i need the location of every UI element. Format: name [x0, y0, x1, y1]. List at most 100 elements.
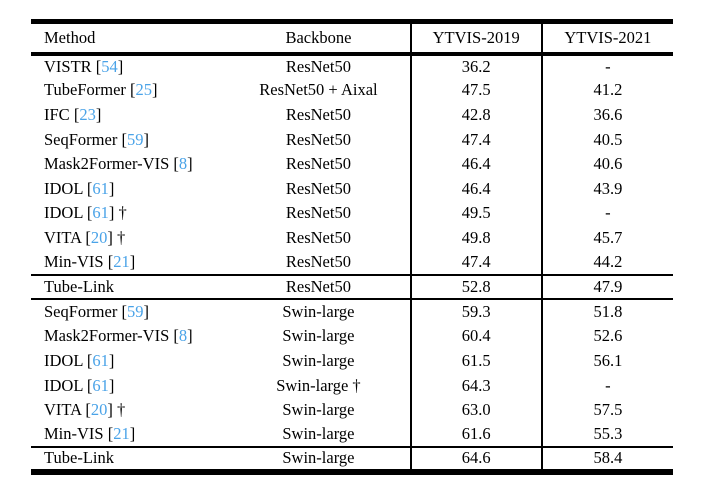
table-body: VISTR [54] ResNet50 36.2- TubeFormer [25] Re…	[31, 53, 673, 472]
score-ytvis-2019: 61.5	[409, 348, 542, 374]
citation-link[interactable]: 59	[126, 302, 144, 322]
citation-link[interactable]: 25	[135, 80, 153, 100]
citation-link[interactable]: 61	[92, 375, 109, 395]
citation-link[interactable]: 20	[90, 400, 108, 420]
table-row: VITA [20] † ResNet50 49.8 45.7	[31, 225, 673, 251]
method-cell: Min-VIS [21]	[44, 424, 136, 444]
table-header: Method Backbone YTVIS-2019 YTVIS-2021	[31, 21, 673, 56]
table-row: Tube-Link ResNet50 52.8 47.9	[31, 273, 673, 300]
header-row: Method Backbone YTVIS-2019 YTVIS-2021	[31, 21, 673, 56]
backbone-cell: Swin-large	[282, 424, 355, 444]
method-cell: Tube-Link	[31, 273, 228, 300]
citation-link[interactable]: 21	[113, 424, 130, 444]
backbone-cell: ResNet50	[285, 154, 351, 174]
backbone-cell: Swin-large	[282, 400, 355, 420]
method-cell: Mask2Former-VIS [8]	[44, 154, 193, 174]
citation-link[interactable]: 59	[126, 129, 144, 149]
table-row: Tube-Link Swin-large 64.6 58.4	[31, 446, 673, 472]
backbone-cell: Swin-large	[282, 326, 355, 346]
backbone-cell: ResNet50	[227, 273, 411, 300]
citation-link[interactable]: 54	[101, 56, 118, 76]
header-method: Method	[31, 21, 228, 56]
backbone-cell: Swin-large	[282, 350, 355, 370]
score-ytvis-2021: 41.2	[540, 78, 673, 103]
score-ytvis-2021: 51.8	[540, 298, 673, 325]
table-row: Min-VIS [21] Swin-large 61.6 55.3	[31, 422, 673, 447]
method-cell: SeqFormer [59]	[31, 298, 228, 325]
table-row: Min-VIS [21] ResNet50 47.4 44.2	[31, 250, 673, 275]
score-ytvis-2019: 63.0	[409, 397, 542, 423]
score-ytvis-2019: 46.4	[409, 176, 542, 202]
citation-link[interactable]: 61	[92, 203, 109, 223]
score-ytvis-2021: -	[540, 373, 673, 398]
citation-link[interactable]: 21	[113, 252, 130, 272]
method-cell: IDOL [61]	[44, 178, 115, 198]
backbone-cell: ResNet50	[285, 104, 351, 124]
method-cell: SeqFormer [59]	[44, 129, 149, 149]
score-ytvis-2021: 58.4	[540, 446, 673, 472]
table-row: VISTR [54] ResNet50 36.2-	[31, 53, 673, 79]
score-ytvis-2019: 47.5	[409, 78, 542, 103]
backbone-cell: ResNet50 + Aixal	[259, 80, 378, 100]
backbone-cell: Swin-large	[227, 446, 411, 472]
method-cell: IFC [23]	[44, 104, 102, 124]
score-ytvis-2019: 47.4	[409, 250, 542, 275]
score-ytvis-2019: 60.4	[409, 324, 542, 349]
score-ytvis-2019: 49.8	[409, 225, 542, 251]
score-ytvis-2021: 57.5	[540, 397, 673, 423]
backbone-cell: ResNet50	[285, 178, 351, 198]
backbone-cell: Swin-large †	[276, 375, 361, 395]
table-row: SeqFormer [59] ResNet50 47.4 40.5	[31, 127, 673, 152]
score-ytvis-2019: 52.8	[409, 273, 542, 300]
score-ytvis-2021: 56.1	[540, 348, 673, 374]
backbone-cell: ResNet50	[285, 227, 351, 247]
method-cell: VISTR [54]	[44, 56, 124, 76]
table-row: IDOL [61] ResNet50 46.4 43.9	[31, 176, 673, 202]
score-ytvis-2019: 36.2	[409, 53, 542, 79]
method-cell: Tube-Link	[31, 446, 228, 472]
score-ytvis-2019: 46.4	[409, 151, 542, 177]
table-row: SeqFormer [59] Swin-large 59.3 51.8	[31, 298, 673, 325]
score-ytvis-2021: 44.2	[540, 250, 673, 275]
header-ytvis-2019: YTVIS-2019	[409, 21, 542, 56]
citation-link[interactable]: 20	[90, 227, 108, 247]
method-cell: IDOL [61] †	[44, 203, 127, 223]
score-ytvis-2021: 45.7	[540, 225, 673, 251]
score-ytvis-2019: 47.4	[409, 127, 542, 152]
score-ytvis-2021: 40.5	[540, 127, 673, 152]
method-cell: IDOL [61]	[44, 375, 115, 395]
method-cell: Min-VIS [21]	[44, 252, 136, 272]
score-ytvis-2021: 40.6	[540, 151, 673, 177]
table-row: IDOL [61] † ResNet50 49.5-	[31, 201, 673, 226]
backbone-cell: ResNet50	[285, 56, 351, 76]
backbone-cell: ResNet50	[285, 252, 351, 272]
score-ytvis-2019: 59.3	[409, 298, 542, 325]
header-backbone: Backbone	[227, 21, 411, 56]
method-cell: VITA [20] †	[44, 227, 126, 247]
score-ytvis-2019: 42.8	[409, 102, 542, 128]
score-ytvis-2019: 64.3	[409, 373, 542, 398]
score-ytvis-2019: 49.5	[409, 201, 542, 226]
citation-link[interactable]: 23	[79, 104, 96, 124]
backbone-cell: ResNet50	[285, 203, 351, 223]
table-row: IFC [23] ResNet50 42.8 36.6	[31, 102, 673, 128]
score-ytvis-2019: 61.6	[409, 422, 542, 447]
score-ytvis-2021: 47.9	[540, 273, 673, 300]
score-ytvis-2021: 36.6	[540, 102, 673, 128]
score-ytvis-2021: 55.3	[540, 422, 673, 447]
header-ytvis-2021: YTVIS-2021	[540, 21, 673, 56]
score-ytvis-2019: 64.6	[409, 446, 542, 472]
table-row: IDOL [61] Swin-large 61.5 56.1	[31, 348, 673, 374]
score-ytvis-2021: 43.9	[540, 176, 673, 202]
citation-link[interactable]: 61	[92, 178, 109, 198]
backbone-cell: ResNet50	[285, 129, 351, 149]
table-row: TubeFormer [25] ResNet50 + Aixal 47.5 41.2	[31, 78, 673, 103]
table-row: VITA [20] † Swin-large 63.0 57.5	[31, 397, 673, 423]
method-cell: Mask2Former-VIS [8]	[44, 326, 193, 346]
method-cell: IDOL [61]	[44, 350, 115, 370]
citation-link[interactable]: 8	[178, 326, 188, 346]
citation-link[interactable]: 61	[92, 350, 109, 370]
citation-link[interactable]: 8	[178, 154, 188, 174]
score-ytvis-2021: -	[540, 53, 673, 79]
